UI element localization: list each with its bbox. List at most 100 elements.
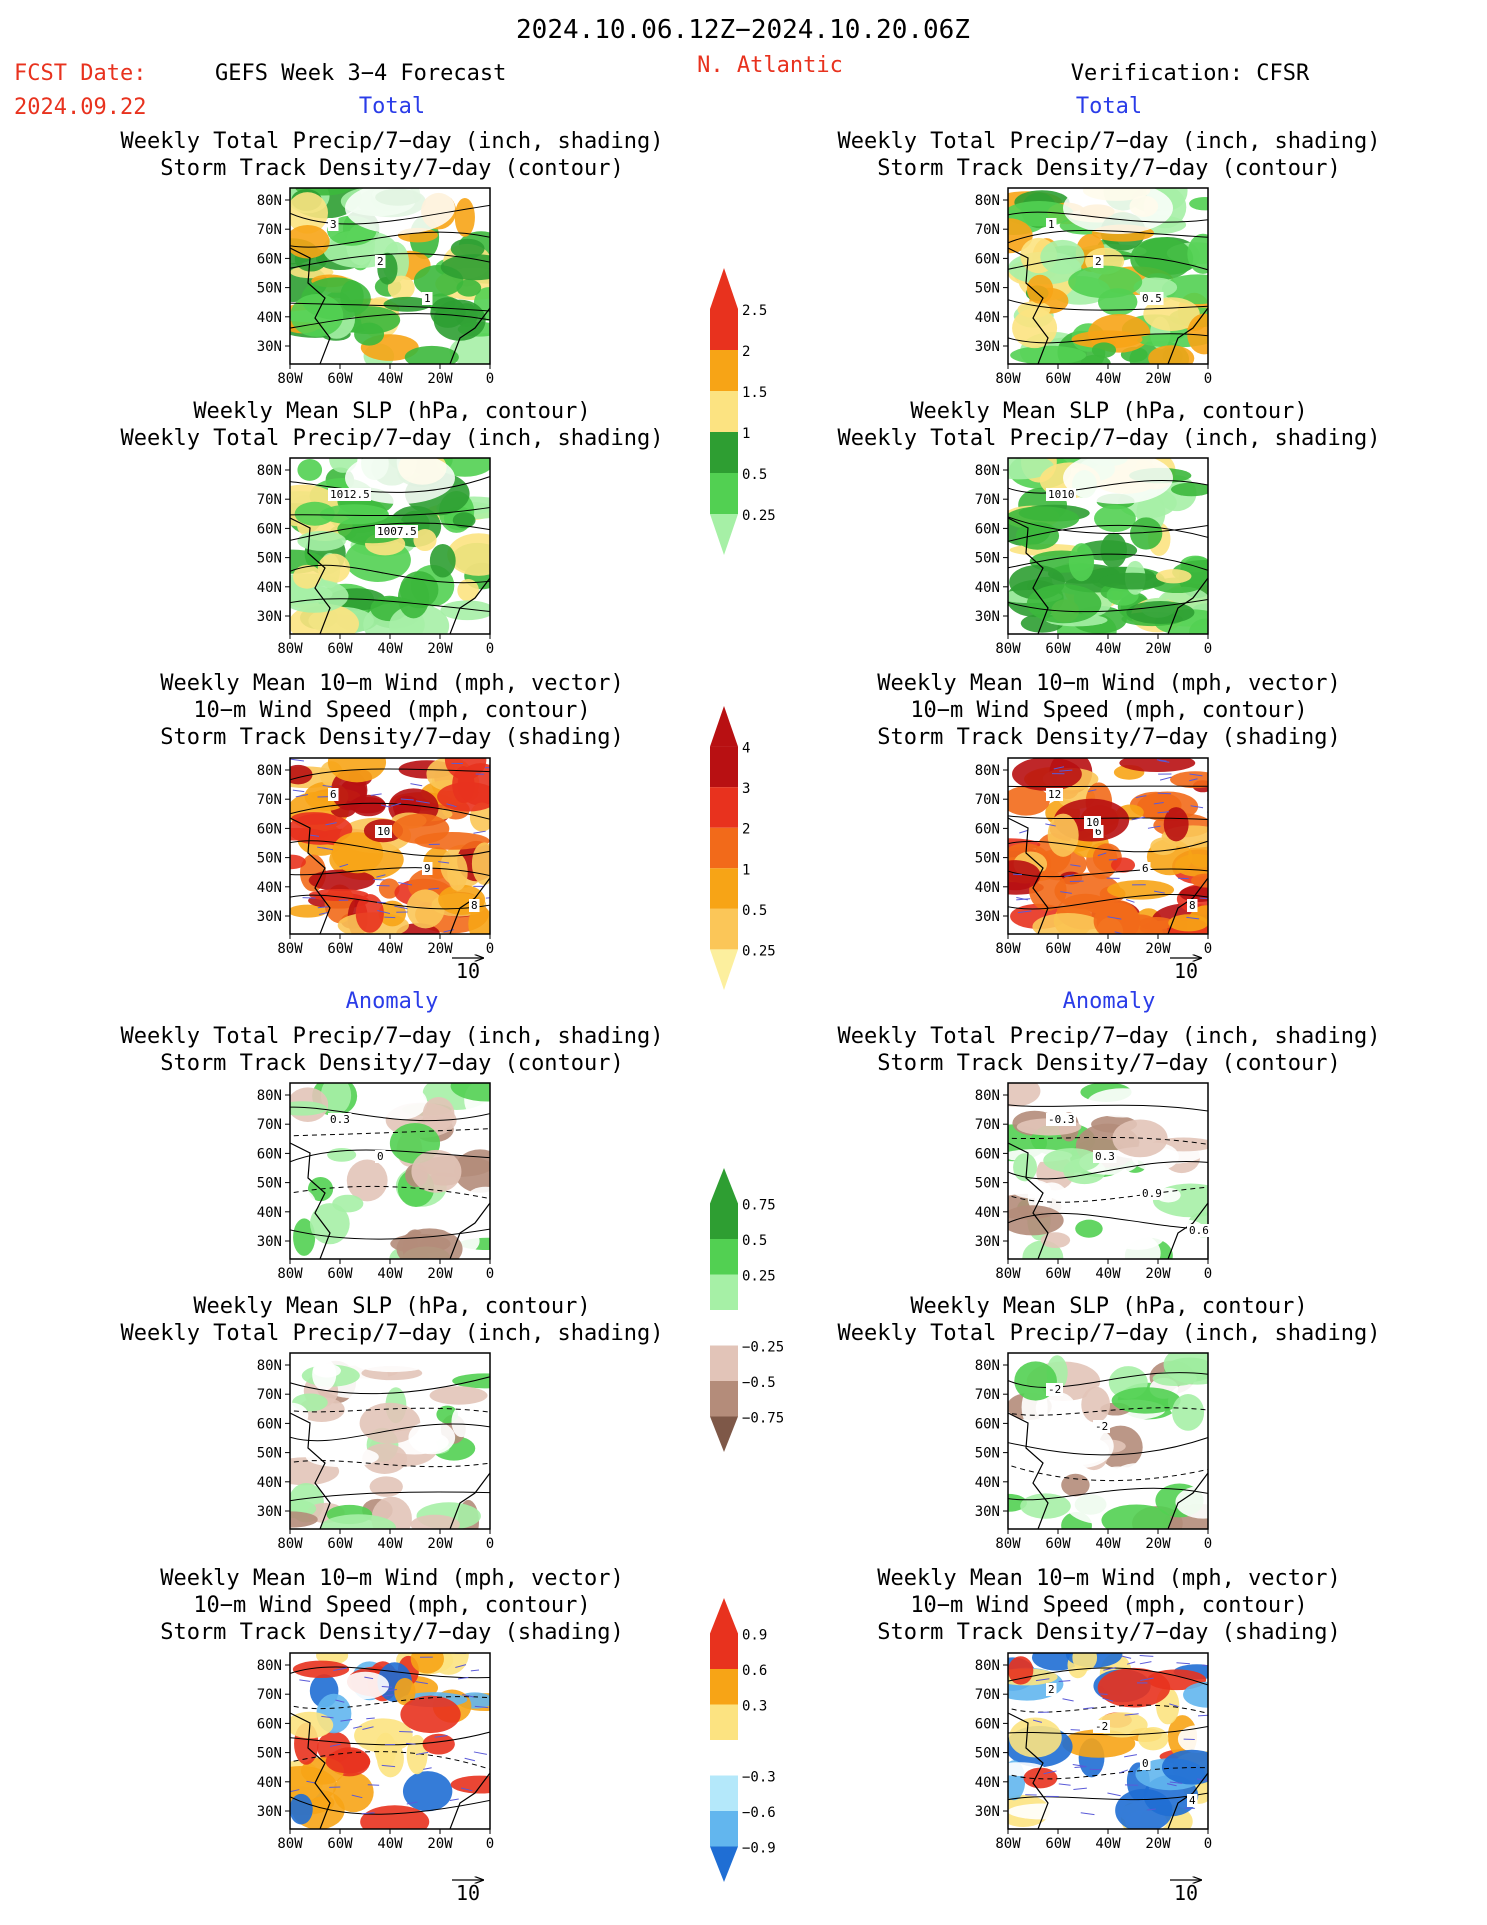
lat-label: 60N <box>257 1416 282 1432</box>
colorbar-cap <box>710 1846 738 1882</box>
colorbar-label: −0.3 <box>742 1770 776 1786</box>
contour-label: 2 <box>1048 1683 1055 1696</box>
map-panel-fc-anom-wind: Weekly Mean 10−m Wind (mph, vector)10−m … <box>160 1566 624 1852</box>
lon-label: 60W <box>1045 1266 1071 1282</box>
lat-label: 50N <box>257 551 282 567</box>
contour-label: 0.5 <box>1142 292 1162 305</box>
lat-label: 30N <box>975 609 1000 625</box>
lat-label: 70N <box>975 1117 1000 1133</box>
colorbar-label: −0.75 <box>742 1411 784 1427</box>
colorbar-swatch <box>710 1811 738 1847</box>
panel-title: Weekly Mean 10−m Wind (mph, vector) <box>877 1566 1341 1591</box>
colorbar-swatch <box>710 1669 738 1705</box>
lon-label: 80W <box>277 1836 303 1852</box>
contour-label: 1012.5 <box>330 488 370 501</box>
lat-label: 40N <box>975 580 1000 596</box>
colorbar-label: 0.5 <box>742 1233 767 1249</box>
colorbar-cap <box>710 514 738 555</box>
contour-label: 1 <box>424 292 431 305</box>
fcst-date-value: 2024.09.22 <box>14 95 146 120</box>
lat-label: 30N <box>975 1804 1000 1820</box>
lon-label: 20W <box>427 1536 453 1552</box>
lat-label: 50N <box>975 1746 1000 1762</box>
lon-label: 20W <box>427 371 453 387</box>
panel-title: Weekly Total Precip/7−day (inch, shading… <box>120 426 663 451</box>
lat-label: 50N <box>975 281 1000 297</box>
lat-label: 30N <box>257 339 282 355</box>
lat-label: 60N <box>975 1416 1000 1432</box>
colorbar-label: 0.5 <box>742 467 767 483</box>
lat-label: 40N <box>257 1475 282 1491</box>
lon-label: 20W <box>1145 371 1171 387</box>
lon-label: 0 <box>1204 371 1212 387</box>
map-body: 2 -2 0 4 80N 70N 60N 50N 40N 30N 80W 60W 40W 20W 0 <box>975 1652 1212 1852</box>
lat-label: 40N <box>975 880 1000 896</box>
lon-label: 60W <box>327 371 353 387</box>
lat-label: 80N <box>257 463 282 479</box>
lon-label: 80W <box>995 641 1021 657</box>
vector-reference-label: 10 <box>456 959 480 983</box>
lat-label: 80N <box>257 1658 282 1674</box>
colorbar-cb-storm-total: 4 3 2 1 0.5 0.25 <box>710 706 776 990</box>
panel-title: Weekly Mean 10−m Wind (mph, vector) <box>877 671 1341 696</box>
contour-label: 8 <box>1189 899 1196 912</box>
contour-label: 4 <box>1189 1794 1196 1807</box>
colorbars: 2.5 2 1.5 1 0.5 0.25 4 3 2 1 0.5 0.25 0.75 0.5 0.25 −0.… <box>710 268 784 1882</box>
panel-title: Storm Track Density/7−day (contour) <box>877 1051 1341 1076</box>
lat-label: 30N <box>975 909 1000 925</box>
panel-title: Storm Track Density/7−day (shading) <box>877 725 1341 750</box>
map-body: -0.3 0.3 0.9 0.6 80N 70N 60N 50N 40N 30N 80W 60W 40W… <box>975 1082 1212 1282</box>
contour-label: 1007.5 <box>377 525 417 538</box>
vector-references: 10 10 10 10 <box>452 958 1202 1905</box>
panel-title: Weekly Mean 10−m Wind (mph, vector) <box>160 671 624 696</box>
vector-reference-label: 10 <box>456 1881 480 1905</box>
colorbar-swatch <box>710 908 738 950</box>
fcst-date-label: FCST Date: <box>14 61 146 86</box>
colorbar-swatch <box>710 1775 738 1811</box>
lat-label: 80N <box>257 1088 282 1104</box>
vector-reference: 10 <box>452 1880 484 1905</box>
contour-label: 6 <box>1095 825 1102 838</box>
lat-label: 40N <box>257 880 282 896</box>
lat-label: 50N <box>257 851 282 867</box>
contour-label: 10 <box>1086 816 1099 829</box>
colorbar-swatch <box>710 787 738 828</box>
lon-label: 80W <box>277 941 303 957</box>
colorbar-swatch <box>710 309 738 350</box>
lon-label: 20W <box>427 641 453 657</box>
lon-label: 40W <box>377 941 403 957</box>
lon-label: 40W <box>377 1836 403 1852</box>
lat-label: 30N <box>257 1234 282 1250</box>
lon-label: 80W <box>995 1536 1021 1552</box>
colorbar-label: 0.6 <box>742 1663 767 1679</box>
colorbar-cap <box>710 1598 738 1634</box>
contour-label: 10 <box>377 825 390 838</box>
lat-label: 70N <box>975 222 1000 238</box>
colorbar-swatch <box>710 1274 738 1310</box>
colorbar-swatch <box>710 868 738 909</box>
lon-label: 40W <box>1095 1836 1121 1852</box>
colorbar-label: 2 <box>742 344 750 360</box>
panel-title: Storm Track Density/7−day (shading) <box>160 1620 624 1645</box>
contour-label: -2 <box>1048 1383 1061 1396</box>
panel-title: Storm Track Density/7−day (contour) <box>877 156 1341 181</box>
lat-label: 80N <box>257 1358 282 1374</box>
lon-label: 60W <box>1045 371 1071 387</box>
colorbar-label: 1.5 <box>742 385 767 401</box>
panel-title: Weekly Total Precip/7−day (inch, shading… <box>120 1024 663 1049</box>
lat-label: 80N <box>975 1358 1000 1374</box>
panel-title: Weekly Mean SLP (hPa, contour) <box>910 1294 1307 1319</box>
colorbar-label: 0.25 <box>742 1269 776 1285</box>
contour-label: 3 <box>330 218 337 231</box>
colorbar-label: −0.25 <box>742 1340 784 1356</box>
panel-title: Weekly Total Precip/7−day (inch, shading… <box>837 1321 1380 1346</box>
lat-label: 50N <box>975 1176 1000 1192</box>
panel-title: Storm Track Density/7−day (shading) <box>877 1620 1341 1645</box>
colorbar-swatch <box>710 1704 738 1740</box>
lat-label: 80N <box>975 763 1000 779</box>
panel-title: Storm Track Density/7−day (contour) <box>160 156 624 181</box>
verification-total-label: Total <box>1076 94 1142 119</box>
lon-label: 60W <box>1045 1536 1071 1552</box>
map-panel-vf-anom-slp: Weekly Mean SLP (hPa, contour)Weekly Tot… <box>837 1294 1380 1552</box>
contour-label: 6 <box>330 788 337 801</box>
